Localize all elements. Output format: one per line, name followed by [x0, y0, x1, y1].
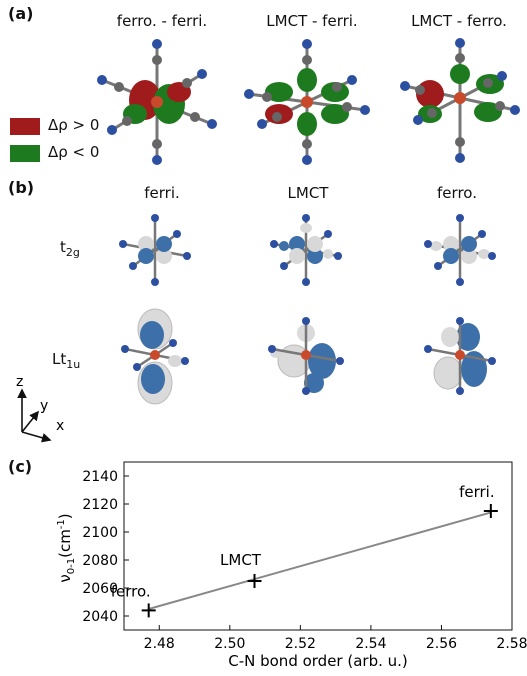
x-axis-title: C-N bond order (arb. u.) — [228, 652, 408, 670]
orbital-t2g-lmct — [270, 214, 342, 286]
fit-line — [148, 511, 492, 610]
y-tick-label: 2040 — [82, 609, 118, 625]
x-tick-label: 2.48 — [144, 636, 175, 652]
panel-c-label: (c) — [8, 457, 33, 476]
row-label-t2g: t2g — [60, 238, 80, 259]
panel-a-label: (a) — [8, 4, 34, 23]
orbital-lt1u-lmct — [268, 317, 344, 395]
molecule-lmct-ferro — [400, 38, 520, 163]
x-tick-label: 2.54 — [355, 636, 386, 652]
molecule-ferro-ferri — [97, 39, 217, 165]
y-tick-label: 2060 — [82, 581, 118, 597]
y-tick-label: 2120 — [82, 497, 118, 513]
panel-a-molecules — [97, 38, 520, 165]
x-tick-label: 2.52 — [285, 636, 316, 652]
orbital-t2g-ferro — [424, 214, 496, 286]
y-axis-title: ν0-1(cm-1) — [56, 513, 77, 582]
legend-positive-label: Δρ > 0 — [48, 116, 100, 134]
molecule-lmct-ferri — [244, 39, 370, 165]
data-point — [141, 603, 156, 618]
data-point-label: ferro. — [111, 582, 151, 600]
data-point — [483, 504, 498, 518]
row-label-lt1u: Lt1u — [52, 350, 81, 371]
panel-a-col2-title: LMCT - ferri. — [266, 12, 358, 30]
y-tick-label: 2100 — [82, 525, 118, 541]
y-tick-label: 2140 — [82, 469, 118, 485]
panel-b-label: (b) — [8, 178, 35, 197]
plot-frame — [123, 461, 513, 631]
x-tick-label: 2.58 — [496, 636, 527, 652]
x-axis-arrow — [21, 431, 52, 443]
panel-b-col1-title: ferri. — [144, 184, 180, 202]
orbital-lt1u-ferro — [424, 317, 496, 395]
z-axis-label: z — [16, 374, 23, 390]
panel-b-orbitals — [119, 214, 496, 405]
panel-a-col3-title: LMCT - ferro. — [411, 12, 507, 30]
orbital-t2g-ferri — [119, 214, 191, 286]
legend-positive-swatch — [10, 118, 40, 135]
legend-negative-label: Δρ < 0 — [48, 143, 100, 161]
legend-negative-swatch — [10, 145, 40, 162]
x-tick-label: 2.50 — [214, 636, 245, 652]
y-ticks: 2040 2060 2080 2100 2120 2140 — [82, 469, 129, 625]
coordinate-axes: z y x — [16, 374, 64, 443]
y-tick-label: 2080 — [82, 553, 118, 569]
data-point — [247, 574, 262, 588]
y-axis-label: y — [40, 398, 48, 414]
x-ticks: 2.48 2.50 2.52 2.54 2.56 2.58 — [144, 625, 527, 652]
data-point-label: ferri. — [459, 483, 495, 501]
svg-text:ν0-1(cm-1): ν0-1(cm-1) — [56, 513, 77, 582]
panel-a-col1-title: ferro. - ferri. — [116, 12, 208, 30]
data-point-label: LMCT — [220, 551, 262, 569]
x-tick-label: 2.56 — [426, 636, 457, 652]
bond-order-chart: 2040 2060 2080 2100 2120 2140 2.48 2.50 2.52 2.5… — [56, 461, 527, 670]
panel-b-col2-title: LMCT — [287, 184, 329, 202]
y-axis-arrow — [21, 410, 39, 433]
x-axis-label: x — [56, 418, 64, 434]
panel-b-col3-title: ferro. — [437, 184, 477, 202]
data-points: ferro. LMCT ferri. — [111, 483, 498, 618]
orbital-lt1u-ferri — [121, 308, 189, 405]
